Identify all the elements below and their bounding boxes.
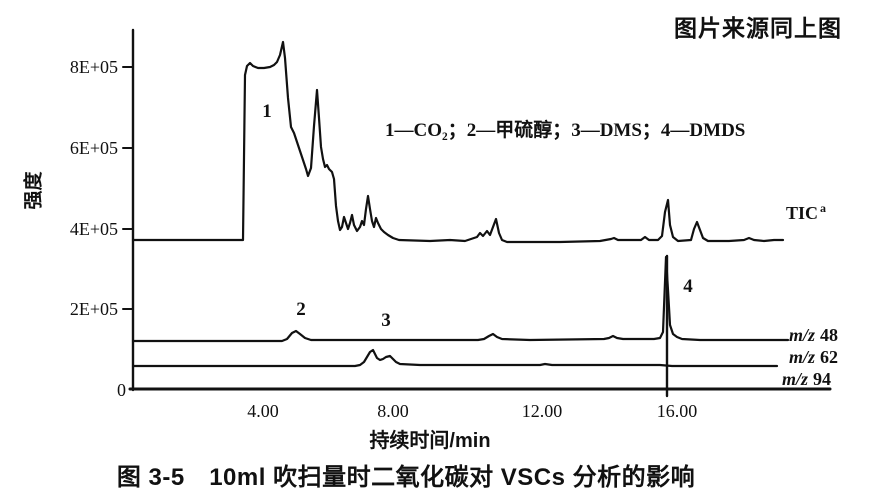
y-axis-ticks: [122, 66, 134, 310]
x-tick-label: 12.00: [521, 401, 563, 421]
tic-trace-label: TIC a: [786, 201, 827, 224]
mz-prefix: m/z: [789, 347, 816, 367]
mz94-trace-label: m/z 94: [782, 369, 831, 390]
mz-value: 94: [813, 369, 832, 389]
legend: 1—CO₂；2—甲硫醇；3—DMS；4—DMDS: [385, 120, 746, 141]
x-tick-label: 8.00: [377, 401, 409, 421]
mz-value: 62: [820, 347, 839, 367]
tic-label-superscript: a: [820, 201, 827, 215]
source-note: 图片来源同上图: [674, 15, 842, 41]
mz-value: 48: [820, 325, 839, 345]
y-tick-label: 6E+05: [69, 138, 118, 158]
mz-prefix: m/z: [789, 325, 816, 345]
peak-label-1: 1: [262, 101, 272, 122]
figure-caption: 图 3-5 10ml 吹扫量时二氧化碳对 VSCs 分析的影响: [116, 464, 696, 491]
tic-trace: [131, 40, 785, 244]
mz48-trace-label: m/z 48: [789, 325, 838, 346]
x-axis-title: 持续时间/min: [369, 430, 491, 452]
y-tick-label: 2E+05: [69, 299, 118, 319]
peak-label-4: 4: [683, 276, 693, 297]
y-tick-label-zero: 0: [117, 380, 126, 400]
y-tick-label: 8E+05: [69, 57, 118, 77]
x-tick-label: 16.00: [656, 401, 698, 421]
mz48-trace: [131, 255, 790, 343]
mz62-trace-label: m/z 62: [789, 347, 838, 368]
tic-label-text: TIC: [786, 203, 819, 223]
mz-prefix: m/z: [782, 369, 809, 389]
peak-label-2: 2: [296, 299, 306, 320]
y-axis-title: 强度: [23, 171, 45, 210]
y-tick-label: 4E+05: [69, 219, 118, 239]
peak-label-3: 3: [381, 310, 391, 331]
x-tick-label: 4.00: [247, 401, 279, 421]
mz62-trace: [131, 348, 779, 368]
